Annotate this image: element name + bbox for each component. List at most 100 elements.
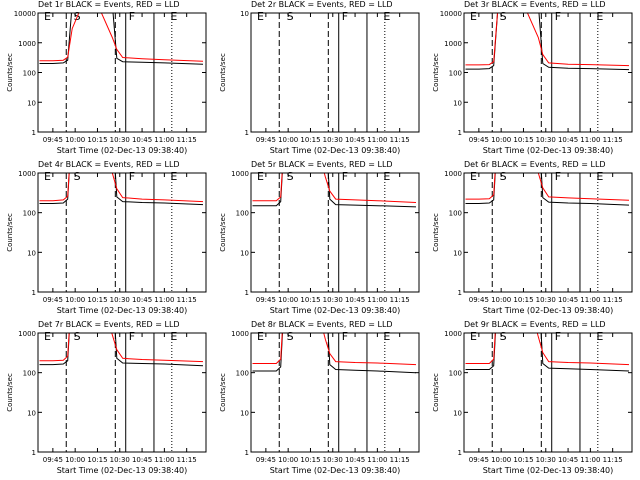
x-axis-label: Start Time (02-Dec-13 09:38:40) [57, 466, 188, 475]
y-tick-label: 100 [23, 370, 36, 378]
event-label: S [500, 170, 507, 183]
panel: Det 9r BLACK = Events, RED = LLD Start Ti… [432, 320, 633, 475]
plot-frame [463, 12, 633, 133]
x-tick-label: 10:00 [491, 456, 511, 464]
y-axis-label: Counts/sec [432, 213, 440, 252]
event-label: F [342, 10, 348, 23]
x-tick-label: 10:45 [558, 456, 578, 464]
event-label: S [500, 10, 507, 23]
data-line [252, 173, 417, 208]
x-tick-label: 10:00 [491, 136, 511, 144]
y-tick-label: 1000 [18, 170, 36, 178]
event-label: E [383, 330, 390, 343]
x-tick-label: 10:00 [491, 296, 511, 304]
x-tick-label: 10:30 [536, 296, 556, 304]
event-label: E [257, 170, 264, 183]
x-tick-label: 11:15 [603, 296, 623, 304]
y-tick-label: 1000 [18, 330, 36, 338]
event-label: S [287, 170, 294, 183]
x-tick-label: 11:00 [580, 296, 600, 304]
event-label: F [129, 10, 135, 23]
x-tick-label: 11:15 [177, 456, 197, 464]
x-tick-label: 11:00 [154, 456, 174, 464]
y-tick-label: 1 [458, 449, 462, 457]
y-tick-label: 10 [240, 10, 249, 18]
x-tick-label: 11:15 [390, 136, 410, 144]
panel-title: Det 5r BLACK = Events, RED = LLD [251, 160, 393, 169]
event-label: E [596, 170, 603, 183]
y-tick-label: 10 [453, 249, 462, 257]
x-axis-label: Start Time (02-Dec-13 09:38:40) [483, 306, 614, 315]
x-tick-label: 10:45 [345, 456, 365, 464]
y-axis-label: Counts/sec [219, 213, 227, 252]
event-label: E [470, 170, 477, 183]
event-label: F [342, 330, 348, 343]
x-tick-label: 11:00 [367, 136, 387, 144]
data-line [252, 333, 417, 374]
x-tick-label: 09:45 [469, 296, 489, 304]
x-tick-label: 11:00 [154, 136, 174, 144]
x-tick-label: 10:15 [300, 296, 320, 304]
panel: Det 5r BLACK = Events, RED = LLD Start Ti… [219, 160, 420, 315]
data-line [39, 173, 204, 203]
y-tick-label: 100 [23, 70, 36, 78]
x-tick-label: 10:30 [110, 456, 130, 464]
x-tick-label: 11:15 [390, 456, 410, 464]
x-tick-label: 10:15 [87, 136, 107, 144]
x-tick-label: 09:45 [256, 136, 276, 144]
plot-frame [37, 172, 207, 293]
plot-frame [463, 172, 633, 293]
x-tick-label: 10:00 [65, 136, 85, 144]
x-tick-label: 10:30 [536, 456, 556, 464]
y-tick-label: 10 [27, 99, 36, 107]
x-tick-label: 10:45 [345, 136, 365, 144]
y-axis-label: Counts/sec [6, 213, 14, 252]
event-label: E [383, 170, 390, 183]
event-label: S [74, 170, 81, 183]
x-tick-label: 10:30 [536, 136, 556, 144]
x-tick-label: 09:45 [43, 296, 63, 304]
event-label: S [500, 330, 507, 343]
x-tick-label: 10:45 [345, 296, 365, 304]
data-line [465, 333, 630, 366]
data-line [39, 173, 204, 206]
x-tick-label: 11:00 [580, 136, 600, 144]
panel-title: Det 3r BLACK = Events, RED = LLD [464, 0, 606, 9]
x-tick-label: 10:15 [87, 296, 107, 304]
x-tick-label: 10:00 [65, 296, 85, 304]
x-axis-label: Start Time (02-Dec-13 09:38:40) [483, 146, 614, 155]
panel-title: Det 9r BLACK = Events, RED = LLD [464, 320, 606, 329]
x-tick-label: 10:15 [300, 136, 320, 144]
event-label: S [74, 330, 81, 343]
event-label: F [129, 170, 135, 183]
panel: Det 3r BLACK = Events, RED = LLD Start Ti… [432, 0, 633, 155]
y-tick-label: 1 [32, 129, 36, 137]
x-tick-label: 11:00 [367, 296, 387, 304]
y-tick-label: 1000 [231, 330, 249, 338]
x-axis-label: Start Time (02-Dec-13 09:38:40) [57, 306, 188, 315]
event-label: F [555, 170, 561, 183]
panel-title: Det 2r BLACK = Events, RED = LLD [251, 0, 393, 9]
y-tick-label: 10 [453, 409, 462, 417]
event-label: E [44, 170, 51, 183]
panel-title: Det 1r BLACK = Events, RED = LLD [38, 0, 180, 9]
x-tick-label: 10:45 [132, 456, 152, 464]
data-line [252, 173, 417, 203]
y-axis-label: Counts/sec [6, 373, 14, 412]
y-axis-label: Counts/sec [432, 373, 440, 412]
plot-frame [250, 332, 420, 453]
x-axis-label: Start Time (02-Dec-13 09:38:40) [57, 146, 188, 155]
x-tick-label: 10:00 [65, 456, 85, 464]
x-tick-label: 10:30 [110, 136, 130, 144]
y-tick-label: 10000 [14, 10, 36, 18]
event-label: E [596, 10, 603, 23]
x-tick-label: 09:45 [256, 296, 276, 304]
panel: Det 8r BLACK = Events, RED = LLD Start Ti… [219, 320, 420, 475]
y-tick-label: 1000 [444, 330, 462, 338]
y-tick-label: 10 [240, 409, 249, 417]
x-tick-label: 09:45 [469, 136, 489, 144]
data-line [39, 333, 204, 363]
x-axis-label: Start Time (02-Dec-13 09:38:40) [270, 146, 401, 155]
event-label: E [383, 10, 390, 23]
